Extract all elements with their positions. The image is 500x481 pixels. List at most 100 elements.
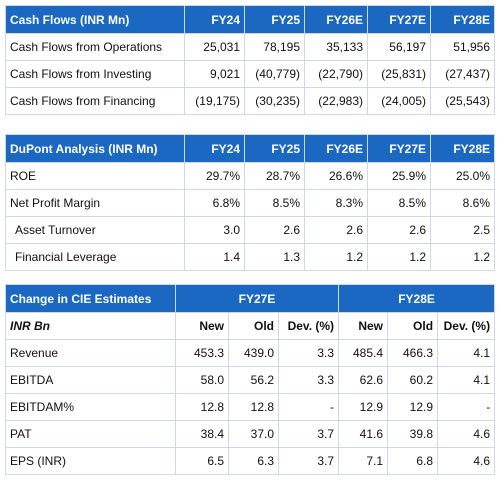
column-header: FY28E	[430, 134, 495, 163]
cell: (40,779)	[244, 60, 305, 88]
cell: 56,197	[367, 33, 431, 61]
cell: 6.3	[228, 447, 279, 475]
column-header: FY25	[244, 134, 305, 163]
cell: 453.3	[175, 339, 229, 367]
cell: (27,437)	[430, 60, 495, 88]
row-label: Cash Flows from Financing	[5, 87, 185, 115]
cash-flows-title: Cash Flows (INR Mn)	[5, 5, 185, 34]
estimates-header-row: Change in CIE Estimates FY27E FY28E	[5, 284, 496, 313]
cash-flows-table: Cash Flows (INR Mn) FY24 FY25 FY26E FY27…	[5, 5, 495, 115]
cell: (30,235)	[244, 87, 305, 115]
cell: 28.7%	[244, 162, 305, 190]
cell: 7.1	[338, 447, 389, 475]
cell: 1.4	[184, 243, 245, 271]
subcolumn-header: New	[175, 312, 229, 340]
cell: 8.5%	[367, 189, 431, 217]
cell: (25,543)	[430, 87, 495, 115]
cell: 3.0	[184, 216, 245, 244]
table-row: Revenue 453.3 439.0 3.3 485.4 466.3 4.1	[5, 339, 496, 367]
cell: 1.2	[304, 243, 368, 271]
cell: 12.8	[228, 393, 279, 421]
row-label: Cash Flows from Operations	[5, 33, 185, 61]
cell: 2.6	[367, 216, 431, 244]
table-row: Cash Flows from Operations 25,031 78,195…	[5, 33, 495, 61]
cell: 4.6	[437, 420, 496, 448]
unit-label: INR Bn	[5, 312, 176, 340]
column-header: FY24	[184, 134, 245, 163]
cell: 439.0	[228, 339, 279, 367]
estimates-title: Change in CIE Estimates	[5, 284, 176, 313]
column-header: FY27E	[367, 5, 431, 34]
row-label: Asset Turnover	[5, 216, 185, 244]
row-label: PAT	[5, 420, 176, 448]
row-label: EPS (INR)	[5, 447, 176, 475]
cell: 2.6	[244, 216, 305, 244]
cell: 12.9	[338, 393, 389, 421]
cell: 1.3	[244, 243, 305, 271]
table-row: EPS (INR) 6.5 6.3 3.7 7.1 6.8 4.6	[5, 447, 496, 475]
column-header: FY26E	[304, 5, 368, 34]
cell: (22,790)	[304, 60, 368, 88]
group-header-fy28e: FY28E	[338, 284, 496, 313]
table-row: Asset Turnover 3.0 2.6 2.6 2.6 2.5	[5, 216, 495, 244]
subcolumn-header: Dev. (%)	[277, 312, 340, 340]
cell: 25,031	[184, 33, 245, 61]
cell: 485.4	[338, 339, 389, 367]
cell: 4.6	[437, 447, 496, 475]
cell: 56.2	[228, 366, 279, 394]
table-row: PAT 38.4 37.0 3.7 41.6 39.8 4.6	[5, 420, 496, 448]
column-header: FY24	[184, 5, 245, 34]
row-label: Net Profit Margin	[5, 189, 185, 217]
cell: (25,831)	[367, 60, 431, 88]
cell: 1.2	[367, 243, 431, 271]
cell: 3.3	[277, 339, 340, 367]
cell: 38.4	[175, 420, 229, 448]
row-label: EBITDAM%	[5, 393, 176, 421]
cell: 25.9%	[367, 162, 431, 190]
group-header-fy27e: FY27E	[174, 284, 340, 313]
subcolumn-header: New	[338, 312, 389, 340]
cell: 60.2	[387, 366, 439, 394]
dupont-header-row: DuPont Analysis (INR Mn) FY24 FY25 FY26E…	[5, 134, 495, 163]
estimates-table: Change in CIE Estimates FY27E FY28E INR …	[5, 284, 496, 475]
cell: 8.6%	[430, 189, 495, 217]
cell: 466.3	[387, 339, 439, 367]
cell: -	[277, 393, 340, 421]
cell: 58.0	[175, 366, 229, 394]
cell: 39.8	[387, 420, 439, 448]
cell: 29.7%	[184, 162, 245, 190]
table-row: Net Profit Margin 6.8% 8.5% 8.3% 8.5% 8.…	[5, 189, 495, 217]
table-row: ROE 29.7% 28.7% 26.6% 25.9% 25.0%	[5, 162, 495, 190]
cell: (22,983)	[304, 87, 368, 115]
cell: 6.5	[175, 447, 229, 475]
cell: 2.6	[304, 216, 368, 244]
table-row: EBITDA 58.0 56.2 3.3 62.6 60.2 4.1	[5, 366, 496, 394]
subheader-row: INR Bn New Old Dev. (%) New Old Dev. (%)	[5, 312, 496, 340]
column-header: FY27E	[367, 134, 431, 163]
cell: 35,133	[304, 33, 368, 61]
cell: (24,005)	[367, 87, 431, 115]
cell: 8.5%	[244, 189, 305, 217]
cell: 8.3%	[304, 189, 368, 217]
cell: 37.0	[228, 420, 279, 448]
cell: 12.9	[387, 393, 439, 421]
dupont-title: DuPont Analysis (INR Mn)	[5, 134, 185, 163]
cell: 51,956	[430, 33, 495, 61]
subcolumn-header: Old	[387, 312, 439, 340]
dupont-table: DuPont Analysis (INR Mn) FY24 FY25 FY26E…	[5, 134, 495, 271]
cell: 2.5	[430, 216, 495, 244]
cell: 4.1	[437, 339, 496, 367]
cell: 1.2	[430, 243, 495, 271]
cell: 3.7	[277, 420, 340, 448]
column-header: FY26E	[304, 134, 368, 163]
cell: 62.6	[338, 366, 389, 394]
cell: 6.8%	[184, 189, 245, 217]
table-row: Cash Flows from Investing 9,021 (40,779)…	[5, 60, 495, 88]
column-header: FY28E	[430, 5, 495, 34]
table-row: EBITDAM% 12.8 12.8 - 12.9 12.9 -	[5, 393, 496, 421]
row-label: Financial Leverage	[5, 243, 185, 271]
cell: 3.7	[277, 447, 340, 475]
subcolumn-header: Old	[228, 312, 279, 340]
cell: (19,175)	[184, 87, 245, 115]
row-label: Cash Flows from Investing	[5, 60, 185, 88]
